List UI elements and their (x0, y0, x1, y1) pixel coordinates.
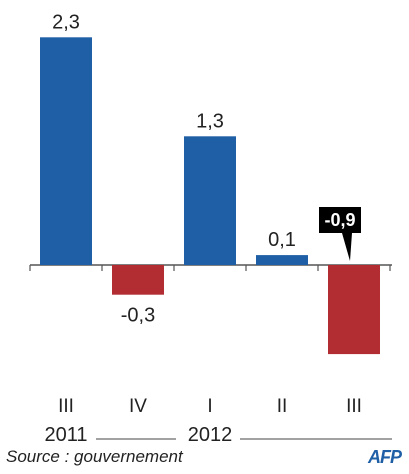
year-label-2011: 2011 (44, 424, 87, 446)
year-label-2012: 2012 (188, 424, 233, 446)
value-label-3: 1,3 (196, 110, 224, 132)
bar-3 (184, 136, 236, 265)
afp-logo: AFP (368, 447, 402, 467)
bar-1 (40, 37, 92, 265)
category-label-4: II (277, 396, 288, 417)
category-label-5: III (346, 396, 362, 417)
category-label-2: IV (129, 396, 147, 417)
bar-4 (256, 255, 308, 265)
category-label-3: I (207, 396, 212, 417)
value-label-2: -0,3 (121, 305, 155, 327)
source-label: Source : gouvernement (6, 447, 183, 466)
category-label-1: III (58, 396, 74, 417)
value-callout-box (319, 207, 361, 233)
value-label-4: 0,1 (268, 229, 296, 251)
value-label-1: 2,3 (52, 11, 80, 33)
value-callout-pointer (342, 233, 352, 261)
bar-5 (328, 265, 380, 355)
bar-2 (112, 265, 164, 295)
value-label-5: -0,9 (324, 210, 355, 230)
